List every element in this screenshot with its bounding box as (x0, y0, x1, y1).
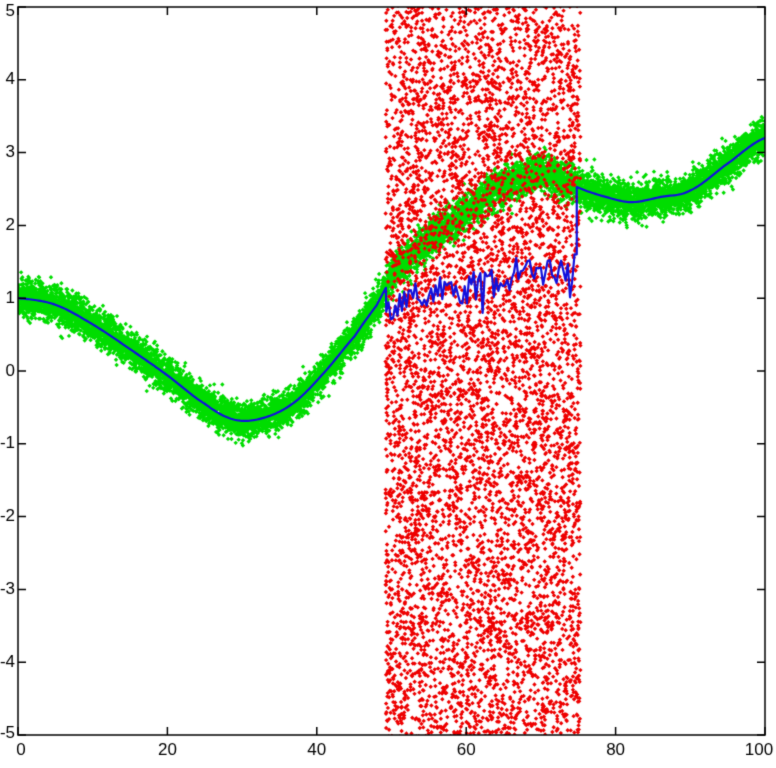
chart-canvas (0, 0, 776, 768)
matlab-figure (0, 0, 776, 768)
